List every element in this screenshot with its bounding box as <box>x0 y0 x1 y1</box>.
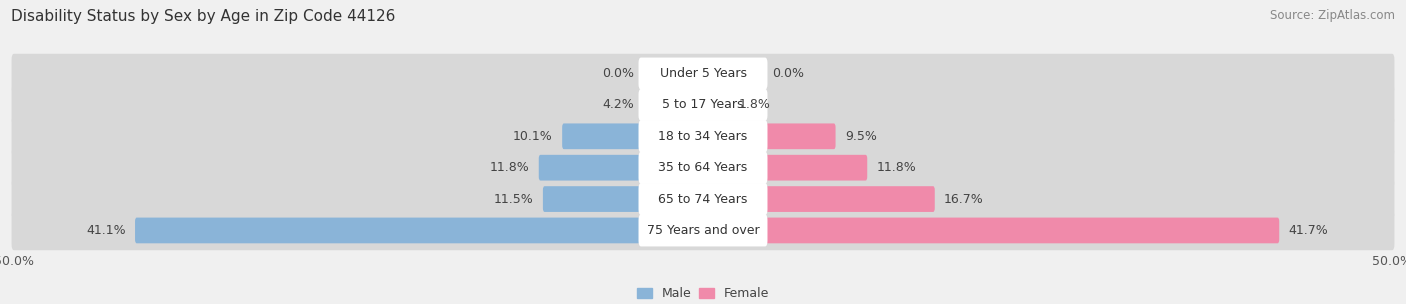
Text: 35 to 64 Years: 35 to 64 Years <box>658 161 748 174</box>
Text: 11.8%: 11.8% <box>489 161 530 174</box>
Text: Disability Status by Sex by Age in Zip Code 44126: Disability Status by Sex by Age in Zip C… <box>11 9 395 24</box>
FancyBboxPatch shape <box>11 211 1395 250</box>
Text: 75 Years and over: 75 Years and over <box>647 224 759 237</box>
Text: 65 to 74 Years: 65 to 74 Years <box>658 192 748 206</box>
FancyBboxPatch shape <box>638 57 768 90</box>
FancyBboxPatch shape <box>638 214 768 247</box>
Text: 41.1%: 41.1% <box>86 224 125 237</box>
FancyBboxPatch shape <box>644 92 704 118</box>
Text: Under 5 Years: Under 5 Years <box>659 67 747 80</box>
FancyBboxPatch shape <box>11 179 1395 219</box>
Text: 0.0%: 0.0% <box>772 67 804 80</box>
FancyBboxPatch shape <box>538 155 704 181</box>
Text: 16.7%: 16.7% <box>945 192 984 206</box>
FancyBboxPatch shape <box>11 54 1395 93</box>
Text: 1.8%: 1.8% <box>738 98 770 112</box>
FancyBboxPatch shape <box>11 116 1395 156</box>
Text: Source: ZipAtlas.com: Source: ZipAtlas.com <box>1270 9 1395 22</box>
FancyBboxPatch shape <box>702 123 835 149</box>
FancyBboxPatch shape <box>638 120 768 152</box>
Text: 11.8%: 11.8% <box>876 161 917 174</box>
FancyBboxPatch shape <box>702 218 1279 243</box>
FancyBboxPatch shape <box>11 148 1395 188</box>
Legend: Male, Female: Male, Female <box>631 282 775 304</box>
Text: 4.2%: 4.2% <box>602 98 634 112</box>
Text: 9.5%: 9.5% <box>845 130 877 143</box>
Text: 18 to 34 Years: 18 to 34 Years <box>658 130 748 143</box>
FancyBboxPatch shape <box>702 155 868 181</box>
FancyBboxPatch shape <box>543 186 704 212</box>
Text: 41.7%: 41.7% <box>1289 224 1329 237</box>
FancyBboxPatch shape <box>11 85 1395 125</box>
Text: 10.1%: 10.1% <box>513 130 553 143</box>
Text: 0.0%: 0.0% <box>602 67 634 80</box>
Text: 11.5%: 11.5% <box>494 192 533 206</box>
FancyBboxPatch shape <box>638 89 768 121</box>
FancyBboxPatch shape <box>638 183 768 215</box>
FancyBboxPatch shape <box>135 218 704 243</box>
Text: 5 to 17 Years: 5 to 17 Years <box>662 98 744 112</box>
FancyBboxPatch shape <box>702 186 935 212</box>
FancyBboxPatch shape <box>562 123 704 149</box>
FancyBboxPatch shape <box>702 92 730 118</box>
FancyBboxPatch shape <box>638 152 768 184</box>
